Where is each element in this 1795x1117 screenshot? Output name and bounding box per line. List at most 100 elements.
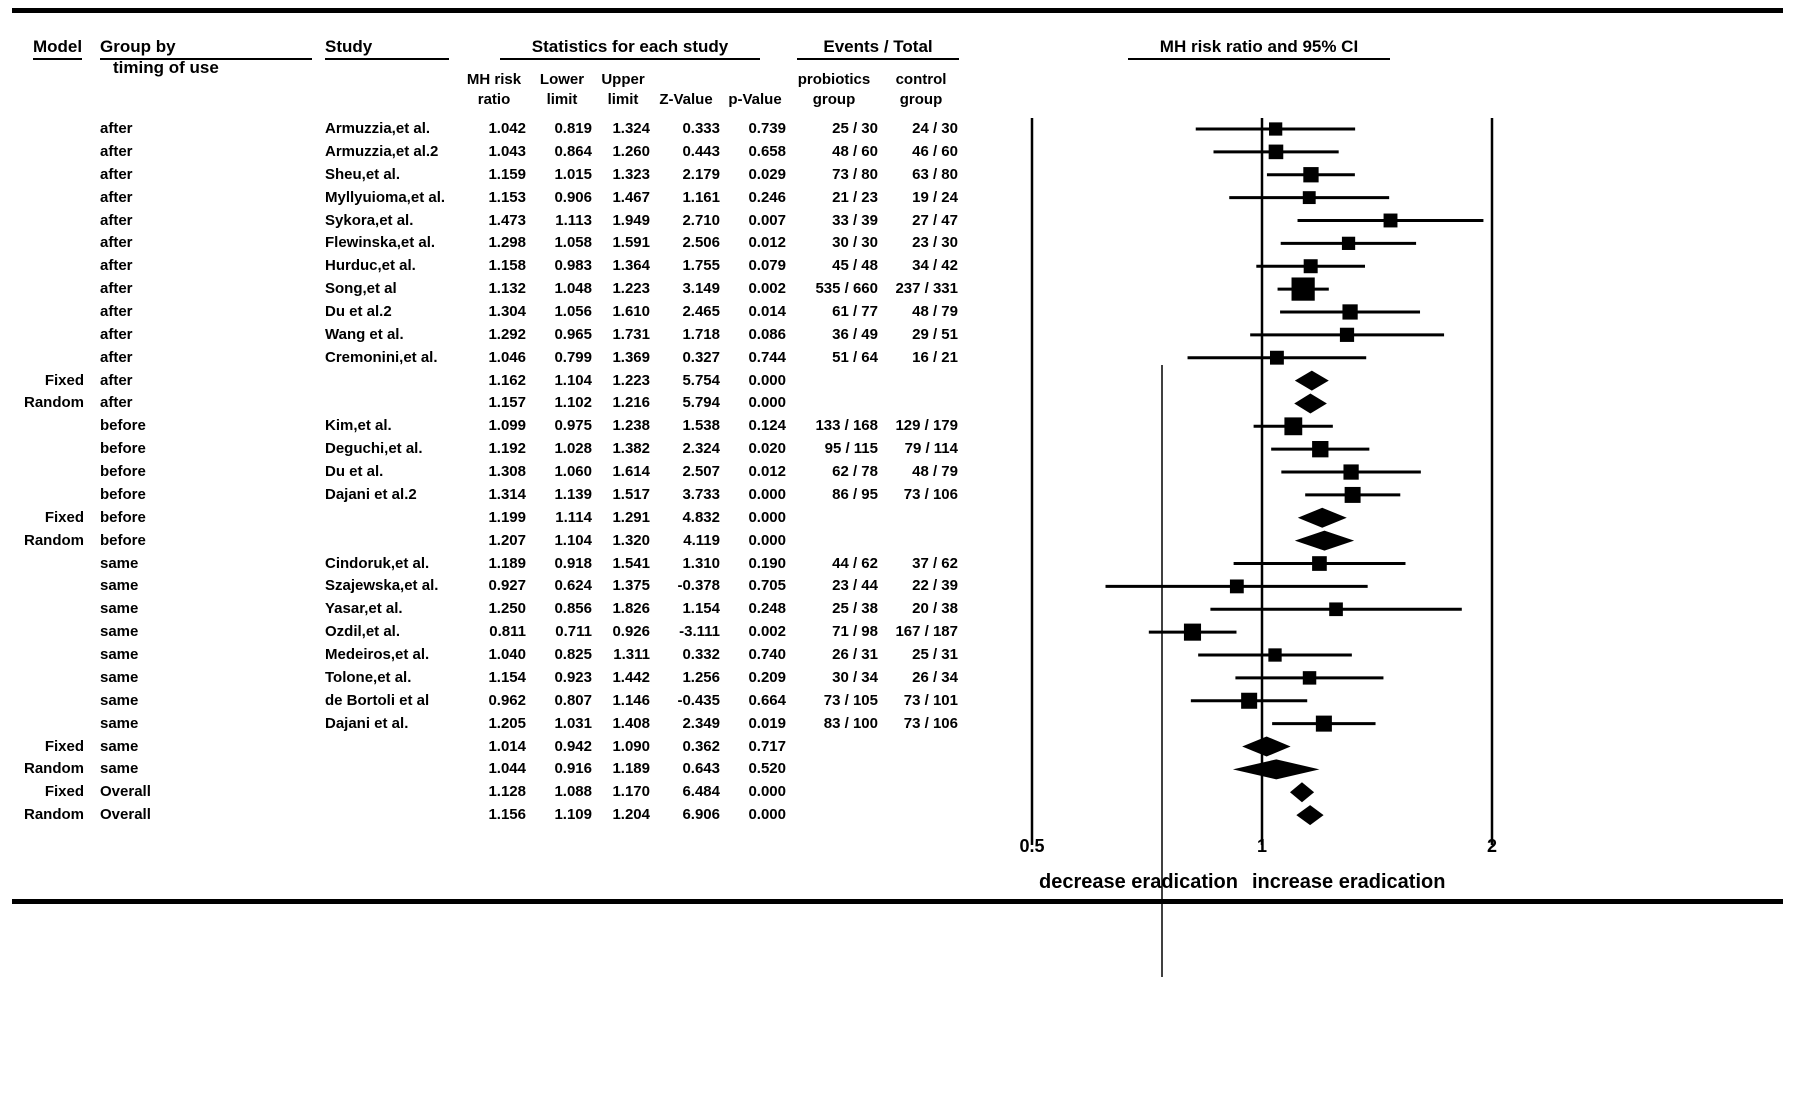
cell-control-events: 34 / 42 [912, 257, 958, 275]
cell-p-value: 0.012 [748, 463, 786, 481]
cell-upper-limit: 1.467 [612, 188, 650, 206]
cell-risk-ratio: 1.046 [488, 348, 526, 366]
cell-group: same [100, 600, 139, 618]
column-header-statistics: Statistics for each study [500, 37, 760, 60]
cell-p-value: 0.002 [748, 623, 786, 641]
study-row: same Medeiros,et al. 1.040 0.825 1.311 0.332 0… [0, 644, 1000, 666]
cell-group: before [100, 463, 146, 481]
cell-lower-limit: 0.916 [554, 760, 592, 778]
cell-risk-ratio: 1.099 [488, 417, 526, 435]
cell-lower-limit: 1.109 [554, 806, 592, 824]
cell-z-value: 4.119 [683, 531, 720, 549]
cell-p-value: 0.740 [748, 646, 786, 663]
cell-risk-ratio: 1.473 [488, 211, 526, 229]
cell-lower-limit: 1.028 [554, 440, 592, 458]
cell-study: Sykora,et al. [325, 211, 414, 229]
cell-z-value: 0.443 [682, 142, 720, 160]
summary-diamond [1296, 805, 1324, 826]
cell-model: Random [24, 394, 84, 412]
cell-z-value: 0.332 [682, 646, 720, 663]
cell-probiotics-events: 535 / 660 [815, 280, 878, 298]
cell-group: after [100, 257, 133, 275]
point-estimate-square [1284, 417, 1303, 436]
cell-p-value: 0.248 [748, 600, 786, 618]
cell-z-value: 1.755 [682, 257, 720, 275]
cell-risk-ratio: 1.014 [488, 737, 526, 755]
cell-lower-limit: 1.015 [554, 165, 592, 183]
study-row: after Song,et al 1.132 1.048 1.223 3.149 0.002… [0, 278, 1000, 300]
summary-diamond [1294, 393, 1327, 414]
axis-tick-label: 2 [1487, 836, 1497, 856]
axis-tick-label: 1 [1257, 836, 1267, 856]
cell-lower-limit: 0.906 [554, 188, 592, 206]
column-header-model: Model [33, 37, 83, 60]
cell-upper-limit: 1.311 [613, 646, 650, 663]
cell-group: same [100, 668, 139, 686]
cell-upper-limit: 1.614 [612, 463, 650, 481]
cell-p-value: 0.705 [748, 577, 786, 595]
cell-group: same [100, 737, 139, 755]
cell-group: after [100, 142, 133, 160]
cell-probiotics-events: 73 / 80 [832, 165, 878, 183]
cell-group: same [100, 623, 139, 641]
cell-probiotics-events: 25 / 30 [832, 120, 878, 137]
cell-risk-ratio: 1.156 [488, 806, 526, 824]
column-header-group-by-subtitle: timing of use [113, 58, 219, 77]
cell-study: Armuzzia,et al. [325, 120, 431, 137]
cell-lower-limit: 0.975 [554, 417, 592, 435]
summary-diamond [1232, 759, 1320, 780]
cell-probiotics-events: 30 / 30 [832, 234, 878, 252]
cell-study: Deguchi,et al. [325, 440, 423, 458]
point-estimate-square [1342, 304, 1358, 320]
cell-control-events: 237 / 331 [895, 280, 958, 298]
cell-control-events: 73 / 106 [903, 714, 958, 732]
study-row: after Cremonini,et al. 1.046 0.799 1.369 0.32… [0, 347, 1000, 369]
cell-p-value: 0.000 [748, 531, 786, 549]
cell-upper-limit: 1.375 [612, 577, 650, 595]
point-estimate-square [1341, 236, 1356, 250]
cell-control-events: 73 / 101 [903, 691, 958, 709]
cell-lower-limit: 1.056 [554, 303, 592, 320]
cell-upper-limit: 1.223 [612, 371, 650, 389]
cell-probiotics-events: 48 / 60 [832, 142, 878, 160]
column-header-events-total: Events / Total [797, 37, 959, 60]
cell-p-value: 0.079 [748, 257, 786, 275]
study-row: after Wang et al. 1.292 0.965 1.731 1.718 0.08… [0, 324, 1000, 346]
point-estimate-square [1269, 122, 1283, 136]
cell-probiotics-events: 86 / 95 [832, 485, 878, 503]
cell-study: Dajani et al.2 [325, 485, 417, 503]
cell-control-events: 23 / 30 [912, 234, 958, 252]
cell-control-events: 37 / 62 [912, 554, 958, 572]
cell-probiotics-events: 45 / 48 [832, 257, 878, 275]
cell-z-value: 0.362 [682, 737, 720, 755]
cell-study: Sheu,et al. [325, 165, 401, 183]
cell-risk-ratio: 0.927 [488, 577, 526, 595]
cell-lower-limit: 0.864 [554, 142, 592, 160]
cell-control-events: 26 / 34 [912, 668, 958, 686]
study-row: before Dajani et al.2 1.314 1.139 1.517 3.733… [0, 484, 1000, 506]
cell-p-value: 0.664 [748, 691, 786, 709]
cell-p-value: 0.658 [748, 142, 786, 160]
cell-upper-limit: 1.291 [612, 508, 650, 526]
forest-plot: 0.5 1 2 decrease eradication increase eradic… [1019, 118, 1497, 977]
cell-study: Szajewska,et al. [325, 577, 439, 595]
subheader-upper-limit: limit [607, 91, 639, 108]
study-row: same Dajani et al. 1.205 1.031 1.408 2.349 0.0… [0, 713, 1000, 735]
cell-study: Wang et al. [325, 325, 404, 343]
cell-z-value: 2.710 [682, 211, 720, 229]
point-estimate-square [1303, 259, 1318, 274]
cell-risk-ratio: 1.154 [488, 668, 526, 686]
cell-p-value: 0.000 [748, 371, 786, 389]
cell-control-events: 27 / 47 [912, 211, 958, 229]
cell-group: same [100, 554, 139, 572]
cell-study: Myllyuioma,et al. [325, 188, 446, 206]
cell-probiotics-events: 71 / 98 [832, 623, 878, 641]
cell-upper-limit: 1.260 [612, 142, 650, 160]
study-row: after Armuzzia,et al.2 1.043 0.864 1.260 0.44… [0, 141, 1000, 163]
cell-group: same [100, 691, 139, 709]
cell-study: Du et al. [325, 463, 384, 481]
cell-group: before [100, 508, 146, 526]
cell-z-value: 2.506 [682, 234, 720, 252]
cell-probiotics-events: 73 / 105 [823, 691, 878, 709]
cell-risk-ratio: 1.044 [488, 760, 526, 778]
